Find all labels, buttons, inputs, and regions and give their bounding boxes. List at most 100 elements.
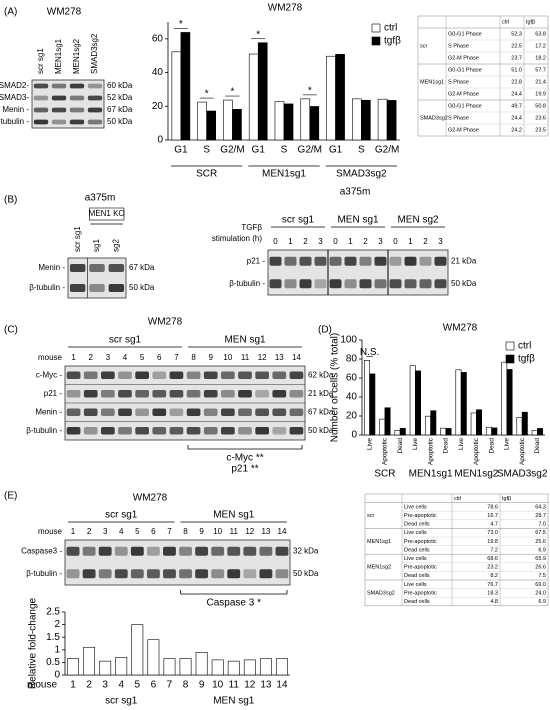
table-group: MEN1sg2: [367, 565, 391, 571]
blot-band: [289, 390, 304, 398]
legend-swatch: [371, 23, 381, 33]
blot-band: [118, 427, 132, 435]
x-tick-label: 14: [276, 680, 288, 691]
group-box: [89, 207, 125, 221]
x-tick-label: S: [203, 145, 210, 156]
x-tick-label: 8: [183, 680, 189, 691]
blot-band: [89, 264, 105, 272]
blot-band: [51, 83, 67, 89]
table-cell: 22.8: [511, 79, 522, 85]
blot-title: a375m: [85, 193, 116, 204]
bar: [470, 412, 477, 436]
panel-label: (B): [4, 195, 17, 206]
y-tick-label: 2: [54, 619, 60, 630]
blot-band: [146, 569, 160, 579]
table-cell: Pre-apoptotic: [404, 513, 437, 519]
blot-band: [169, 390, 184, 398]
table-cell: 50.8: [535, 103, 546, 109]
lane-label: 4: [119, 527, 124, 536]
bar: [531, 430, 538, 436]
panel-label: (C): [4, 325, 18, 336]
bar: [131, 624, 144, 676]
blot-band: [98, 569, 112, 579]
bar: [67, 658, 79, 676]
table-cell: G0-G1 Phase: [448, 31, 482, 37]
table-group: scr: [367, 513, 375, 519]
lane-label: 11: [241, 353, 250, 362]
table-cell: 64.3: [535, 504, 546, 510]
lane-label: 9: [208, 353, 213, 362]
table-header: tgfβ: [502, 496, 511, 502]
blot-band: [203, 408, 218, 416]
blot-band: [374, 279, 387, 289]
group-label: MEN sg1: [337, 215, 379, 226]
lane-label: 3: [103, 527, 108, 536]
table-cell: 16.7: [487, 513, 498, 519]
blot-band: [255, 371, 269, 379]
bar: [379, 418, 386, 436]
blot-band: [272, 427, 287, 435]
bar: [521, 411, 528, 436]
table-cell: 73.0: [487, 530, 498, 536]
table-cell: 6.9: [538, 547, 546, 553]
x-tick-label: 6: [151, 680, 157, 691]
table-cell: Live cells: [404, 582, 427, 588]
lane-label: scr sg1: [73, 226, 82, 252]
panel-label: (E): [4, 491, 17, 502]
table-group: MEN1sg1: [367, 539, 391, 545]
row-label: β-tubulin -: [229, 279, 265, 288]
lane-axis-label: mouse: [38, 353, 63, 362]
blot-band: [299, 256, 312, 266]
blot-band: [203, 390, 218, 398]
table-cell: 23.5: [535, 127, 546, 133]
y-tick-label: 1.5: [46, 632, 60, 643]
bar: [99, 660, 112, 676]
table-header: ctrl: [502, 19, 509, 25]
blot-band: [169, 408, 184, 416]
lane-label: scr sg1: [36, 48, 45, 74]
lane-label: 1: [408, 237, 413, 246]
blot-band: [434, 279, 447, 289]
table-cell: 57.7: [535, 67, 546, 73]
blot-band: [329, 279, 342, 289]
blot-band: [238, 408, 252, 416]
table-cell: Pre-apoptotic: [404, 565, 437, 571]
blot-band: [255, 390, 269, 398]
table-cell: S Phase: [448, 43, 469, 49]
row-label: p21 -: [247, 256, 266, 265]
blot-band: [135, 408, 149, 416]
y-tick-label: 0: [157, 135, 163, 146]
table-header: tgfβ: [526, 19, 535, 25]
bar: [501, 361, 508, 436]
x-tick-label: Apoptotic: [427, 437, 434, 465]
table-cell: 25.6: [535, 539, 546, 545]
table-cell: 52.3: [511, 31, 522, 37]
y-tick-label: 40: [152, 67, 164, 78]
blot-band: [238, 390, 252, 398]
blot-band: [211, 569, 225, 579]
size-label: 50 kDa: [308, 426, 334, 435]
blot-band: [374, 256, 387, 266]
group-label: MEN sg2: [397, 215, 439, 226]
lane-label: 11: [230, 527, 239, 536]
blot-band: [66, 390, 81, 398]
blot-band: [130, 546, 144, 556]
lane-label: 13: [261, 527, 270, 536]
blot-band: [101, 408, 115, 416]
bar: [232, 109, 242, 141]
blot-band: [243, 546, 257, 556]
size-label: 50 kDa: [129, 283, 155, 292]
bar: [445, 428, 452, 436]
blot-band: [255, 408, 269, 416]
bar: [326, 55, 336, 141]
blot-band: [69, 119, 85, 125]
blot-band: [66, 408, 81, 416]
blot-band: [83, 427, 98, 435]
table-cell: 6.9: [538, 599, 546, 605]
table-cell: 26.6: [535, 565, 546, 571]
group-label: SCR: [196, 169, 217, 180]
blot-membrane: [267, 249, 449, 296]
group-label: MEN1sg1: [262, 169, 306, 180]
table-cell: 21.4: [535, 79, 546, 85]
blot-band: [66, 427, 81, 435]
